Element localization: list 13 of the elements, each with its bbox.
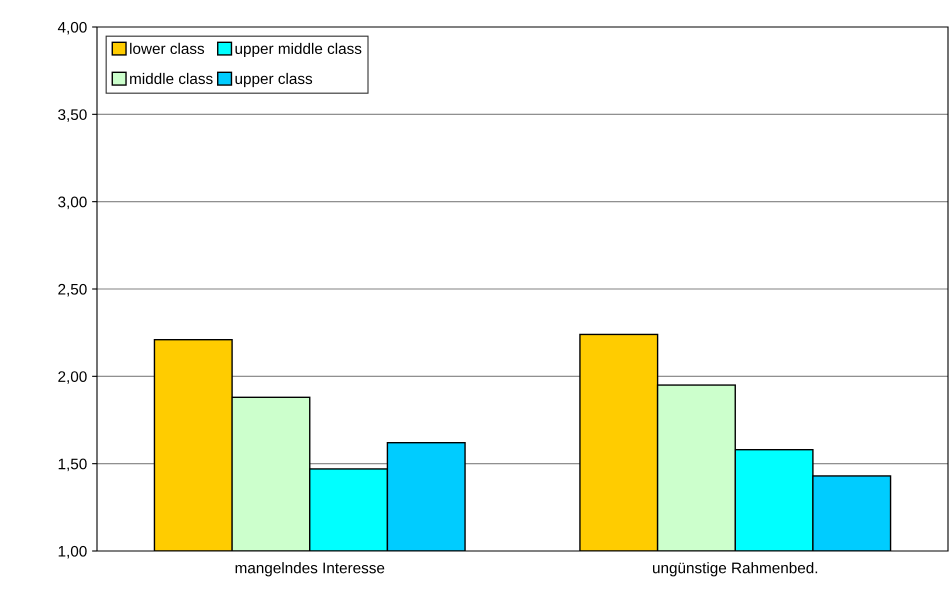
y-tick-label: 2,00 <box>58 371 87 384</box>
legend-label: upper middle class <box>236 42 362 58</box>
legend-label: upper class <box>236 72 312 88</box>
legend-label: middle class <box>130 72 213 84</box>
y-tick-label: 3,50 <box>58 109 87 122</box>
legend-label: lower class <box>130 42 204 54</box>
y-tick-label: 1,00 <box>58 546 87 558</box>
y-tick-label: 3,00 <box>58 196 87 210</box>
x-tick-label: ungünstige Rahmenbed. <box>653 562 818 576</box>
y-tick-label: 2,50 <box>58 284 87 296</box>
x-tick-label: mangelndes Interesse <box>236 562 384 576</box>
y-tick-label: 1,50 <box>58 458 87 472</box>
y-tick-label: 4,00 <box>58 22 87 34</box>
